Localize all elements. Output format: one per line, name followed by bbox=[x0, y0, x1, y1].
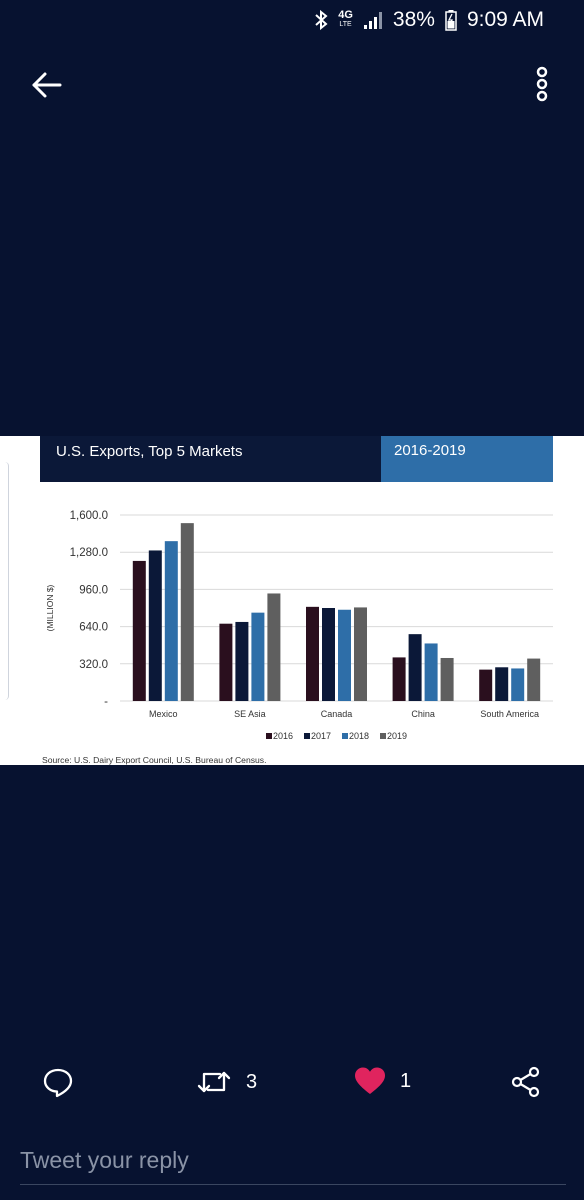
heart-icon bbox=[355, 1067, 385, 1094]
legend-swatch-2016 bbox=[266, 733, 272, 739]
y-tick-label: - bbox=[104, 696, 108, 708]
network-subtype: LTE bbox=[339, 21, 352, 28]
bar-2018-china bbox=[424, 643, 438, 701]
signal-icon bbox=[363, 10, 383, 30]
retweet-count: 3 bbox=[246, 1070, 258, 1093]
previous-media-edge bbox=[0, 462, 9, 700]
share-button[interactable] bbox=[510, 1066, 542, 1098]
x-tick-label: South America bbox=[480, 709, 539, 719]
comment-icon bbox=[43, 1068, 73, 1098]
chart-subtitle: 2016-2019 bbox=[381, 436, 553, 482]
clock: 9:09 AM bbox=[466, 8, 544, 31]
bar-2018-south-america bbox=[511, 668, 525, 701]
tweet-media-image[interactable]: U.S. Exports, Top 5 Markets 2016-2019 - 3… bbox=[0, 436, 584, 765]
reply-input[interactable] bbox=[20, 1140, 566, 1180]
legend-swatch-2019 bbox=[380, 733, 386, 739]
x-tick-label: SE Asia bbox=[234, 709, 266, 719]
retweet-icon bbox=[197, 1071, 231, 1093]
bar-2016-se-asia bbox=[219, 623, 233, 701]
status-bar: 4G LTE 38% 9:09 AM bbox=[0, 0, 584, 40]
battery-icon bbox=[445, 9, 457, 31]
like-count: 1 bbox=[400, 1069, 412, 1092]
bar-2018-se-asia bbox=[251, 612, 265, 701]
battery-percent: 38% bbox=[392, 8, 435, 31]
y-tick-label: 960.0 bbox=[79, 584, 108, 596]
chart-title: U.S. Exports, Top 5 Markets bbox=[40, 436, 381, 482]
legend-label-2017: 2017 bbox=[311, 731, 331, 741]
network-indicator: 4G LTE bbox=[338, 9, 353, 29]
retweet-button[interactable]: 3 bbox=[196, 1066, 257, 1098]
network-type: 4G bbox=[338, 9, 353, 21]
bar-2019-mexico bbox=[180, 523, 194, 701]
bar-2016-south-america bbox=[479, 669, 493, 701]
tweet-actions: 3 1 bbox=[0, 1060, 584, 1106]
y-tick-label: 1,280.0 bbox=[70, 547, 108, 559]
legend-label-2018: 2018 bbox=[349, 731, 369, 741]
bar-chart: - 320.0 640.0 960.0 1,280.0 1,600.0 (MILLION $… bbox=[42, 510, 553, 765]
bar-2016-china bbox=[392, 657, 406, 701]
y-axis-label: (MILLION $) bbox=[45, 584, 55, 631]
legend-swatch-2018 bbox=[342, 733, 348, 739]
y-tick-label: 1,600.0 bbox=[70, 510, 108, 522]
y-tick-label: 640.0 bbox=[79, 622, 108, 634]
like-button[interactable]: 1 bbox=[354, 1066, 411, 1096]
bar-2019-china bbox=[440, 657, 454, 701]
bar-2017-south-america bbox=[495, 667, 509, 701]
bar-2018-canada bbox=[338, 609, 351, 701]
bar-2019-south-america bbox=[527, 658, 541, 701]
bluetooth-icon bbox=[314, 9, 328, 31]
more-options-button[interactable] bbox=[534, 66, 550, 106]
back-button[interactable] bbox=[30, 70, 64, 100]
reply-button[interactable] bbox=[42, 1066, 74, 1098]
bar-2018-mexico bbox=[164, 541, 178, 701]
bar-2017-mexico bbox=[148, 550, 162, 701]
bar-2019-se-asia bbox=[267, 593, 281, 701]
bar-2019-canada bbox=[354, 607, 367, 701]
legend-label-2016: 2016 bbox=[273, 731, 293, 741]
arrow-left-icon bbox=[32, 72, 62, 98]
x-tick-label: Canada bbox=[321, 709, 353, 719]
bar-2017-china bbox=[408, 634, 422, 701]
bar-2016-mexico bbox=[132, 560, 146, 701]
more-vertical-icon bbox=[536, 66, 548, 102]
y-tick-label: 320.0 bbox=[79, 659, 108, 671]
x-tick-label: Mexico bbox=[149, 709, 178, 719]
reply-composer bbox=[20, 1140, 566, 1185]
bar-2016-canada bbox=[306, 606, 319, 701]
bar-2017-canada bbox=[322, 608, 335, 701]
media-viewer-toolbar bbox=[0, 60, 584, 110]
status-indicators: 4G LTE 38% 9:09 AM bbox=[314, 8, 544, 32]
chart-source: Source: U.S. Dairy Export Council, U.S. … bbox=[42, 755, 267, 765]
x-tick-label: China bbox=[411, 709, 435, 719]
legend-swatch-2017 bbox=[304, 733, 310, 739]
legend-label-2019: 2019 bbox=[387, 731, 407, 741]
share-icon bbox=[511, 1066, 540, 1098]
bar-2017-se-asia bbox=[235, 621, 249, 701]
